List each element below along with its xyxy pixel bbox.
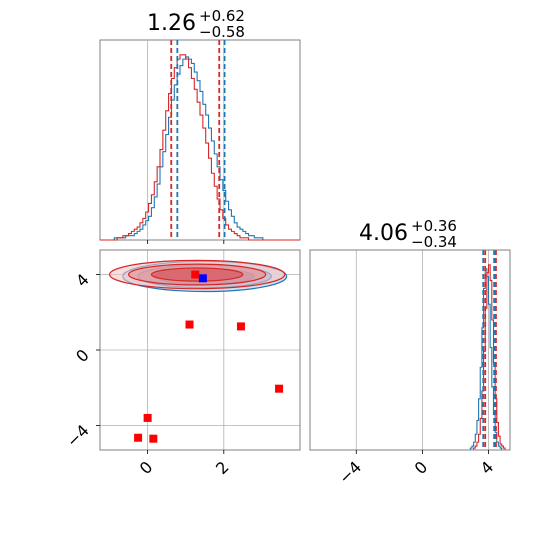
y-tick-label: −4 [63, 421, 93, 451]
hist-series-line [470, 264, 510, 451]
hist1-title-plus: +0.62 [199, 7, 245, 25]
hist1-frame [99, 39, 301, 241]
hist-panel-param1: 1.26 +0.62 −0.58 [99, 7, 301, 244]
red-square-marker [236, 322, 245, 331]
hist2-ticks: −4 0 4 [335, 450, 497, 488]
hist2-title-value: 4.06 [359, 221, 408, 246]
y-tick-label: 4 [72, 270, 93, 291]
red-square-marker [185, 320, 194, 329]
hist1-quantile-lines [170, 40, 226, 240]
red-square-marker [275, 384, 284, 393]
hist1-title-minus: −0.58 [199, 23, 245, 41]
x-tick-label: 2 [212, 457, 233, 478]
x-tick-label: 0 [136, 457, 157, 478]
x-tick-label: 4 [477, 457, 498, 478]
hist2-frame [309, 249, 511, 451]
x-tick-label: 0 [411, 457, 432, 478]
red-square-marker [143, 413, 152, 422]
scatter-panel: 0 2 −4 0 4 [63, 249, 301, 478]
hist2-series [469, 264, 510, 451]
hist2-quantile-lines [482, 250, 497, 450]
blue-square-marker [198, 274, 207, 283]
hist2-title-minus: −0.34 [411, 233, 457, 251]
hist-panel-param2: −4 0 4 4.06 +0.36 −0.34 [309, 217, 511, 488]
red-square-marker [134, 433, 143, 442]
y-tick-label: 0 [72, 345, 93, 366]
x-tick-label: −4 [335, 457, 365, 487]
scatter-points [134, 270, 284, 443]
hist-series-line [469, 268, 510, 451]
hist1-title-value: 1.26 [147, 11, 196, 36]
hist2-title-plus: +0.36 [411, 217, 457, 235]
red-square-marker [191, 270, 200, 279]
hist1-series [100, 54, 300, 241]
scatter-contours [108, 259, 288, 293]
hist1-grid [147, 40, 225, 244]
red-square-marker [149, 434, 158, 443]
hist-series-line [100, 56, 300, 241]
hist-series-line [100, 54, 300, 241]
hist2-grid [355, 250, 489, 450]
